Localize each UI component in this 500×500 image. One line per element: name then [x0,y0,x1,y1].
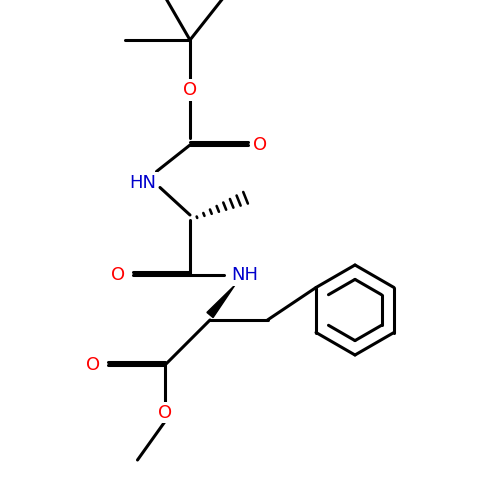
Text: O: O [86,356,101,374]
Text: O: O [183,81,197,99]
Text: HN: HN [129,174,156,192]
Text: NH: NH [232,266,258,284]
Text: O: O [158,404,172,421]
Text: O: O [112,266,126,284]
Polygon shape [207,285,235,318]
Text: O: O [253,136,267,154]
